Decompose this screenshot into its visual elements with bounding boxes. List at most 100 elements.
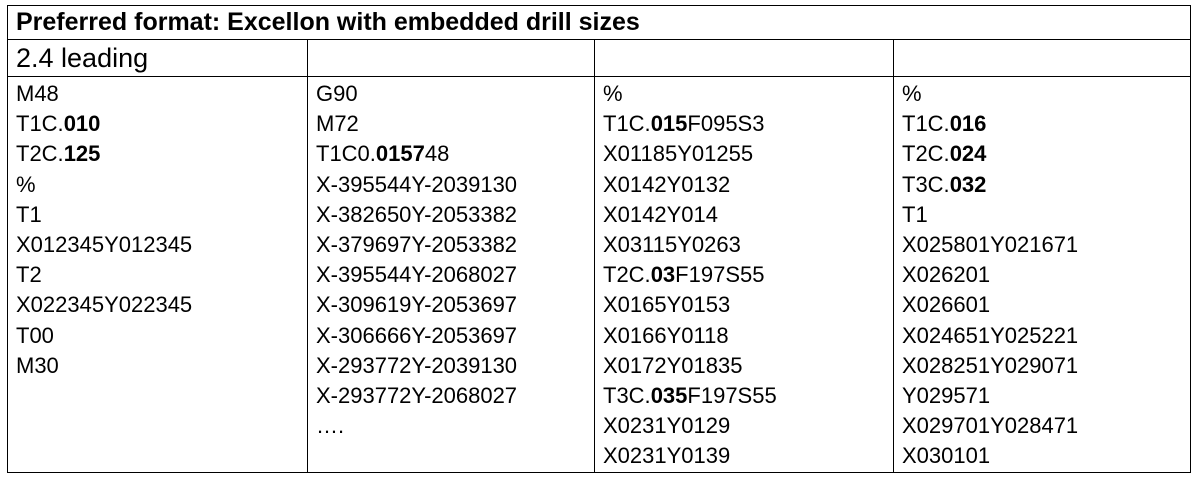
code-line: X0231Y0139 — [603, 441, 893, 471]
code-line: T1C.016 — [902, 109, 1190, 139]
code-line: X0231Y0129 — [603, 411, 893, 441]
code-column-1: M48 T1C.010 T2C.125% T1 X012345Y012345 T2 X022… — [7, 76, 308, 473]
code-line: X025801Y021671 — [902, 230, 1190, 260]
code-line: Y029571 — [902, 381, 1190, 411]
code-text: X0172Y01835 — [603, 352, 743, 378]
table-title: Preferred format: Excellon with embedded… — [6, 5, 1192, 40]
code-text: T3C. — [902, 171, 950, 197]
code-column-3: % T1C.015F095S3 X01185Y01255 X0142Y0132 X014… — [594, 76, 894, 473]
code-text: X-382650Y-2053382 — [316, 201, 518, 227]
code-text: X-293772Y-2039130 — [316, 352, 518, 378]
code-text: X-395544Y-2039130 — [316, 171, 518, 197]
code-text: X-306666Y-2053697 — [316, 322, 518, 348]
code-text: X0142Y0132 — [603, 171, 731, 197]
code-line: T1C.015F095S3 — [603, 109, 893, 139]
code-line: X026201 — [902, 260, 1190, 290]
code-line: X029701Y028471 — [902, 411, 1190, 441]
code-text: % — [16, 171, 36, 197]
code-line: T1C0.015748 — [316, 139, 594, 169]
code-text: X025801Y021671 — [902, 232, 1079, 258]
code-line: T2C.03F197S55 — [603, 260, 893, 290]
code-line: T3C.035F197S55 — [603, 381, 893, 411]
code-text: X012345Y012345 — [16, 232, 193, 258]
empty-header-cell — [307, 39, 595, 77]
code-line: T3C.032 — [902, 170, 1190, 200]
code-line: T2C.024 — [902, 139, 1190, 169]
code-text: F197S55 — [687, 383, 777, 409]
code-line: X0142Y014 — [603, 200, 893, 230]
empty-header-cell — [892, 39, 1192, 77]
code-column-2: G90 M72 T1C0.015748 X-395544Y-2039130 X-3826… — [307, 76, 595, 473]
code-text: T2C. — [16, 141, 64, 167]
title-row: Preferred format: Excellon with embedded… — [6, 5, 1192, 40]
code-text: X029701Y028471 — [902, 413, 1079, 439]
code-line: T1 — [902, 200, 1190, 230]
drill-size-value: 035 — [650, 383, 688, 409]
code-text: T00 — [16, 322, 54, 348]
code-text: 48 — [424, 141, 450, 167]
code-text: G90 — [316, 81, 358, 106]
code-text: X028251Y029071 — [902, 352, 1079, 378]
code-text: …. — [316, 413, 345, 439]
code-line: T1C.010 — [16, 109, 307, 139]
code-text: F095S3 — [687, 111, 765, 137]
code-text: X-309619Y-2053697 — [316, 292, 518, 318]
code-line: X0172Y01835 — [603, 351, 893, 381]
code-line: X026601 — [902, 290, 1190, 320]
code-text: F197S55 — [675, 262, 765, 288]
code-text: X01185Y01255 — [603, 141, 754, 167]
code-text: X030101 — [902, 443, 991, 469]
code-line: G90 — [316, 79, 594, 109]
drill-size-value: 0157 — [375, 141, 425, 167]
code-line: X024651Y025221 — [902, 321, 1190, 351]
code-text: T1C. — [902, 111, 950, 137]
code-text: % — [603, 81, 623, 106]
code-line: X-395544Y-2039130 — [316, 170, 594, 200]
code-text: X-379697Y-2053382 — [316, 232, 518, 258]
code-text: T1 — [16, 201, 42, 227]
code-line: % — [16, 170, 307, 200]
code-line: T00 — [16, 321, 307, 351]
code-line: X-309619Y-2053697 — [316, 290, 594, 320]
code-line: X-382650Y-2053382 — [316, 200, 594, 230]
code-line: X-395544Y-2068027 — [316, 260, 594, 290]
drill-size-value: 024 — [949, 141, 987, 167]
code-line: X022345Y022345 — [16, 290, 307, 320]
code-line: X-379697Y-2053382 — [316, 230, 594, 260]
drill-size-value: 125 — [63, 141, 101, 167]
code-text: T1C0. — [316, 141, 376, 167]
code-text: X-395544Y-2068027 — [316, 262, 518, 288]
drill-size-value: 010 — [63, 111, 101, 137]
code-line: X030101 — [902, 441, 1190, 471]
code-text: M72 — [316, 111, 359, 137]
code-line: T1 — [16, 200, 307, 230]
code-text: X0166Y0118 — [603, 322, 729, 348]
code-text: M48 — [16, 81, 59, 106]
code-text: T1C. — [603, 111, 651, 137]
code-line: X012345Y012345 — [16, 230, 307, 260]
drill-size-value: 032 — [949, 171, 987, 197]
code-text: X0231Y0139 — [603, 443, 731, 469]
code-line: X-293772Y-2068027 — [316, 381, 594, 411]
code-row: M48 T1C.010 T2C.125% T1 X012345Y012345 T2 X022… — [7, 76, 1192, 473]
excellon-format-table: Preferred format: Excellon with embedded… — [6, 5, 1192, 473]
code-line: T2C.125 — [16, 139, 307, 169]
code-text: X0165Y0153 — [603, 292, 731, 318]
drill-size-value: 016 — [949, 111, 987, 137]
code-text: T1 — [902, 201, 928, 227]
code-line: X028251Y029071 — [902, 351, 1190, 381]
code-text: Y029571 — [902, 383, 991, 409]
code-line: X0142Y0132 — [603, 170, 893, 200]
code-line: M30 — [16, 351, 307, 381]
code-text: X0142Y014 — [603, 201, 718, 227]
code-text: X024651Y025221 — [902, 322, 1079, 348]
code-text: T2 — [16, 262, 42, 288]
code-text: T2C. — [603, 262, 651, 288]
empty-header-cell — [594, 39, 894, 77]
drill-size-value: 03 — [650, 262, 676, 288]
code-text: X026601 — [902, 292, 991, 318]
code-text: % — [902, 81, 922, 106]
code-line: …. — [316, 411, 594, 441]
code-text: X026201 — [902, 262, 991, 288]
code-line: M48 — [16, 79, 307, 109]
